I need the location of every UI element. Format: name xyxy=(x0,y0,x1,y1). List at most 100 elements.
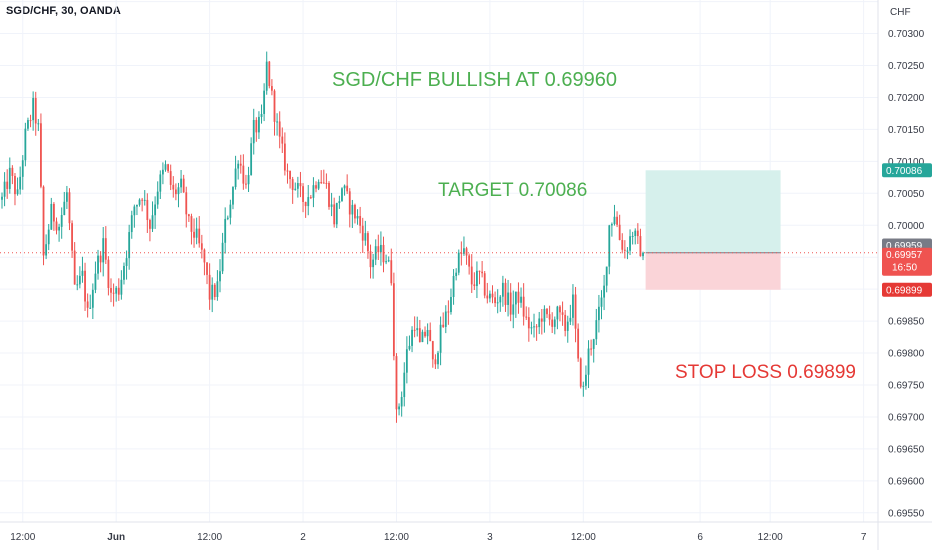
candle-body xyxy=(372,259,375,268)
candle-body xyxy=(3,181,6,197)
candle-body xyxy=(431,341,434,360)
price-tick-label: 0.69750 xyxy=(888,381,925,392)
candle-body xyxy=(546,308,548,315)
candle-body xyxy=(605,266,608,286)
candle-body xyxy=(167,164,170,172)
candle-body xyxy=(45,244,48,256)
candle-body xyxy=(203,249,206,263)
candle-body xyxy=(265,61,268,91)
candle-body xyxy=(587,348,590,375)
candle-body xyxy=(613,216,616,225)
candle-body xyxy=(187,214,190,217)
candle-body xyxy=(211,284,214,300)
candle-body xyxy=(229,204,232,218)
candle-body xyxy=(343,185,346,189)
candle-body xyxy=(304,201,307,207)
annotation-text: SGD/CHF BULLISH AT 0.69960 xyxy=(332,69,617,91)
candle-body xyxy=(473,284,476,287)
candle-body xyxy=(439,324,442,353)
candle-body xyxy=(411,329,413,346)
candle-body xyxy=(21,160,24,177)
candle-body xyxy=(156,191,159,205)
candle-body xyxy=(190,216,193,232)
position-zones[interactable] xyxy=(645,170,781,290)
price-tag xyxy=(882,163,932,178)
candle-body xyxy=(354,204,356,219)
candle-body xyxy=(642,252,644,257)
candle-body xyxy=(123,265,125,280)
time-tick-label: 6 xyxy=(697,532,703,543)
time-tick-label: 3 xyxy=(487,532,493,543)
candle-body xyxy=(603,285,606,298)
time-tick-label: 12:00 xyxy=(384,532,409,543)
candle-body xyxy=(104,238,107,260)
candle-body xyxy=(543,308,546,322)
candle-body xyxy=(73,250,76,285)
price-tag-label: 0.69957 xyxy=(886,250,923,261)
candle-body xyxy=(416,328,419,331)
candle-body xyxy=(527,317,530,329)
candle-body xyxy=(525,316,528,318)
candle-body xyxy=(517,291,520,303)
candle-body xyxy=(185,192,188,215)
candle-body xyxy=(499,296,502,303)
candle-body xyxy=(377,246,380,253)
candle-body xyxy=(40,123,42,187)
candle-body xyxy=(164,164,167,170)
candle-body xyxy=(437,352,439,365)
candle-body xyxy=(478,270,481,272)
candle-body xyxy=(530,327,533,329)
candle-body xyxy=(476,270,478,287)
candle-body xyxy=(636,230,639,237)
candle-body xyxy=(551,319,554,327)
price-tick-label: 0.69600 xyxy=(888,476,925,487)
candle-body xyxy=(50,203,53,230)
candle-body xyxy=(361,225,364,241)
price-tag xyxy=(882,247,932,276)
candle-body xyxy=(47,229,50,245)
candle-body xyxy=(585,374,587,386)
candle-body xyxy=(444,311,447,327)
candle-body xyxy=(291,179,294,190)
candle-body xyxy=(19,176,22,190)
candle-body xyxy=(312,185,315,198)
candle-body xyxy=(556,306,559,320)
candle-body xyxy=(213,284,216,298)
candle-body xyxy=(260,113,263,117)
candle-body xyxy=(60,215,63,227)
price-tag-label: 0.69959 xyxy=(886,241,923,252)
candle-body xyxy=(27,120,29,129)
candle-body xyxy=(460,252,463,254)
currency-label: CHF xyxy=(890,7,911,18)
candle-body xyxy=(239,163,242,166)
candle-body xyxy=(597,306,600,321)
candle-body xyxy=(405,349,408,373)
candle-body xyxy=(455,272,458,276)
candle-body xyxy=(169,171,172,185)
candle-body xyxy=(403,372,406,398)
candle-body xyxy=(509,292,512,315)
candle-body xyxy=(338,201,341,203)
candle-body xyxy=(426,329,429,337)
candle-body xyxy=(110,287,112,293)
candle-body xyxy=(149,220,151,229)
candle-body xyxy=(463,248,465,254)
time-axis[interactable]: 12:00 Jun 12:00 2 12:00 3 12:00 6 12:00 7 xyxy=(0,521,932,543)
candle-body xyxy=(278,121,281,137)
candle-body xyxy=(180,178,182,188)
candle-body xyxy=(582,385,585,387)
candle-body xyxy=(341,188,343,202)
candle-body xyxy=(182,178,185,193)
candle-body xyxy=(130,215,133,233)
candle-body xyxy=(94,273,97,290)
candle-body xyxy=(564,314,567,331)
candle-body xyxy=(34,97,37,124)
stop-zone[interactable] xyxy=(645,252,781,290)
candle-body xyxy=(369,251,372,268)
annotation-text: STOP LOSS 0.69899 xyxy=(675,362,856,383)
candle-body xyxy=(626,250,629,252)
candle-body xyxy=(491,293,494,298)
target-zone[interactable] xyxy=(645,170,781,253)
